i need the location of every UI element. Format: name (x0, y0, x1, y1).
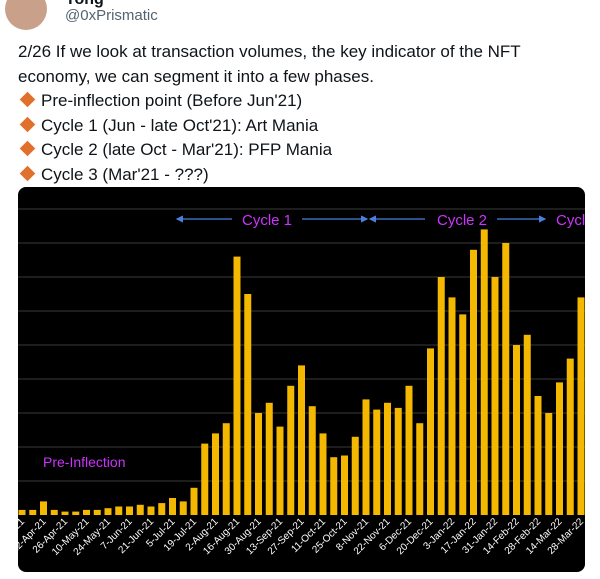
bar (158, 503, 166, 515)
bar (169, 498, 176, 515)
bar (190, 487, 198, 515)
bar (351, 436, 359, 515)
bar (502, 243, 510, 515)
user-handle[interactable]: @0xPrismatic (65, 7, 158, 24)
bar (40, 501, 47, 515)
bar (50, 509, 58, 515)
bar (470, 249, 477, 516)
bar (459, 314, 467, 515)
bar (448, 297, 456, 515)
bullet: Cycle 1 (Jun - late Oct'21): Art Mania (18, 114, 588, 139)
bar (18, 509, 26, 515)
bar (212, 433, 219, 515)
bar (276, 426, 284, 515)
bar (83, 509, 90, 515)
tweet-text: 2/26 If we look at transaction volumes, … (18, 42, 521, 86)
annotation: Cycle 2 (437, 212, 487, 229)
bar (427, 348, 434, 515)
bar (394, 407, 402, 515)
bar (233, 256, 241, 515)
annotation: Cycle 1 (242, 212, 292, 229)
annotation: Pre-Inflection (43, 454, 125, 470)
bar (29, 509, 37, 515)
bar (480, 229, 488, 515)
bar (341, 455, 348, 515)
bar (523, 334, 531, 515)
bar (373, 409, 381, 515)
bar (104, 508, 112, 515)
bar (330, 457, 338, 515)
bar (308, 406, 316, 515)
bar (126, 506, 133, 515)
bar (534, 396, 542, 515)
bar (222, 423, 230, 515)
bar (362, 399, 370, 515)
chart-plot: Cycle 1 Cycle 2 Cycle 3 Pre-Inflection 2… (18, 187, 600, 572)
bar (265, 402, 273, 515)
tweet-body: 2/26 If we look at transaction volumes, … (18, 40, 588, 187)
bar (491, 277, 499, 515)
bullet: Cycle 3 (Mar'21 - ???) (18, 163, 588, 188)
bullet-text: Cycle 2 (late Oct - Mar'21): PFP Mania (41, 140, 333, 159)
bar (201, 443, 209, 515)
bar (513, 345, 520, 515)
bar (298, 365, 305, 515)
bar (545, 413, 553, 515)
bar (93, 509, 101, 515)
bar (566, 358, 574, 515)
bar (405, 385, 413, 515)
bullet-text: Pre-inflection point (Before Jun'21) (41, 91, 303, 110)
bar (147, 506, 155, 515)
bar (255, 413, 262, 515)
bar (179, 501, 187, 515)
bar (556, 382, 563, 515)
bar (72, 511, 80, 515)
annotation: Cycle 3 (556, 212, 600, 229)
bar (61, 511, 69, 515)
bullet: Pre-inflection point (Before Jun'21) (18, 89, 588, 114)
bullet-text: Cycle 3 (Mar'21 - ???) (41, 164, 209, 184)
bullet: Cycle 2 (late Oct - Mar'21): PFP Mania (18, 138, 588, 163)
bar (384, 402, 391, 515)
bar (437, 277, 445, 515)
bar (115, 506, 123, 515)
bar (287, 385, 295, 515)
bar (319, 433, 327, 515)
bar (136, 504, 144, 515)
bar (416, 423, 424, 515)
bar (244, 294, 252, 515)
bullet-text: Cycle 1 (Jun - late Oct'21): Art Mania (41, 115, 319, 135)
bar (577, 297, 585, 515)
user-name[interactable]: Yong (65, 0, 104, 9)
